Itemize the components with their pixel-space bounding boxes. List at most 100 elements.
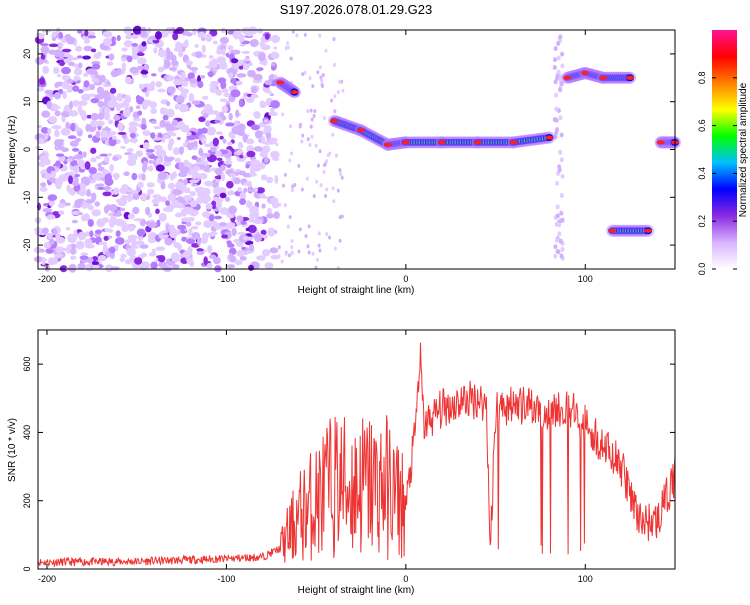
noise-speckle <box>195 221 202 226</box>
noise-speckle <box>127 224 135 232</box>
noise-speckle <box>142 141 150 150</box>
noise-speckle <box>226 240 232 245</box>
noise-speckle <box>252 187 259 193</box>
noise-speckle <box>90 119 98 128</box>
noise-speckle <box>133 218 143 222</box>
noise-speckle <box>84 29 89 37</box>
noise-speckle <box>72 100 80 107</box>
noise-speckle <box>152 137 163 141</box>
noise-speckle <box>58 173 69 182</box>
noise-speckle <box>52 256 58 265</box>
noise-speckle <box>556 55 561 61</box>
noise-speckle <box>258 122 266 128</box>
noise-speckle <box>41 110 51 118</box>
noise-speckle <box>556 40 561 46</box>
noise-speckle <box>284 251 288 256</box>
noise-speckle <box>262 145 271 154</box>
noise-speckle <box>222 88 229 93</box>
noise-speckle <box>271 66 276 71</box>
noise-speckle <box>59 59 65 67</box>
noise-speckle <box>80 252 89 256</box>
noise-speckle <box>111 36 116 43</box>
noise-speckle <box>147 188 155 195</box>
noise-speckle <box>121 62 127 69</box>
noise-speckle <box>100 137 109 142</box>
noise-speckle <box>185 131 192 136</box>
band-peak <box>608 228 617 233</box>
noise-speckle <box>102 191 112 197</box>
noise-speckle <box>230 49 241 55</box>
noise-speckle <box>560 246 565 252</box>
noise-speckle <box>189 179 200 184</box>
noise-speckle <box>103 235 109 241</box>
noise-speckle <box>264 79 273 86</box>
noise-speckle <box>59 50 65 59</box>
noise-speckle <box>168 130 174 137</box>
noise-speckle <box>165 200 171 206</box>
noise-speckle <box>246 150 256 158</box>
noise-speckle <box>98 241 107 245</box>
noise-speckle <box>170 54 177 62</box>
noise-speckle <box>239 155 244 159</box>
noise-speckle <box>175 95 185 104</box>
noise-speckle <box>305 176 309 181</box>
colorbar-tick-label: 0.2 <box>697 215 707 228</box>
noise-speckle <box>110 266 120 271</box>
noise-speckle <box>70 248 76 255</box>
noise-speckle <box>189 78 198 84</box>
band-peak <box>581 71 590 76</box>
noise-speckle <box>90 97 100 104</box>
noise-speckle <box>52 31 57 38</box>
noise-speckle <box>50 170 56 179</box>
noise-speckle <box>159 30 169 38</box>
noise-speckle <box>319 183 323 188</box>
noise-speckle <box>180 229 185 234</box>
noise-speckle <box>157 171 168 180</box>
noise-speckle <box>221 105 229 113</box>
noise-speckle <box>156 219 161 228</box>
noise-speckle <box>46 100 53 110</box>
noise-speckle <box>176 229 181 235</box>
noise-speckle <box>557 231 562 237</box>
noise-speckle <box>110 69 119 78</box>
noise-speckle <box>275 142 279 147</box>
noise-speckle <box>46 232 53 236</box>
noise-speckle <box>140 70 149 75</box>
noise-speckle <box>311 84 315 89</box>
noise-speckle <box>310 134 314 139</box>
noise-speckle <box>300 187 304 192</box>
noise-speckle <box>554 237 559 243</box>
snr-panel: -200 -100 0 100 0 200 400 600 Height of straig… <box>7 329 676 596</box>
noise-speckle <box>211 58 218 67</box>
spectrogram-background <box>38 30 675 269</box>
noise-speckle <box>36 87 45 92</box>
noise-speckle <box>336 90 340 95</box>
noise-speckle <box>106 61 114 66</box>
noise-speckle <box>101 217 110 224</box>
noise-speckle <box>340 214 344 219</box>
noise-speckle <box>175 41 183 50</box>
noise-speckle <box>131 33 139 40</box>
noise-speckle <box>83 72 89 78</box>
noise-speckle <box>125 34 133 40</box>
noise-speckle <box>112 187 120 195</box>
heatmap-late-band <box>654 136 681 149</box>
noise-speckle <box>97 162 102 168</box>
noise-speckle <box>41 227 49 235</box>
noise-speckle <box>207 71 214 78</box>
noise-speckle <box>151 73 157 77</box>
noise-speckle <box>148 219 155 223</box>
noise-speckle <box>275 248 279 253</box>
noise-speckle <box>96 51 102 57</box>
noise-speckle <box>311 251 315 256</box>
noise-speckle <box>154 30 162 40</box>
noise-speckle <box>331 132 335 137</box>
noise-speckle <box>45 248 54 254</box>
noise-speckle <box>286 45 290 50</box>
noise-speckle <box>206 126 217 136</box>
noise-speckle <box>148 165 154 172</box>
noise-speckle <box>268 137 277 145</box>
noise-speckle <box>553 244 558 250</box>
noise-speckle <box>317 231 321 236</box>
noise-speckle <box>558 115 563 121</box>
